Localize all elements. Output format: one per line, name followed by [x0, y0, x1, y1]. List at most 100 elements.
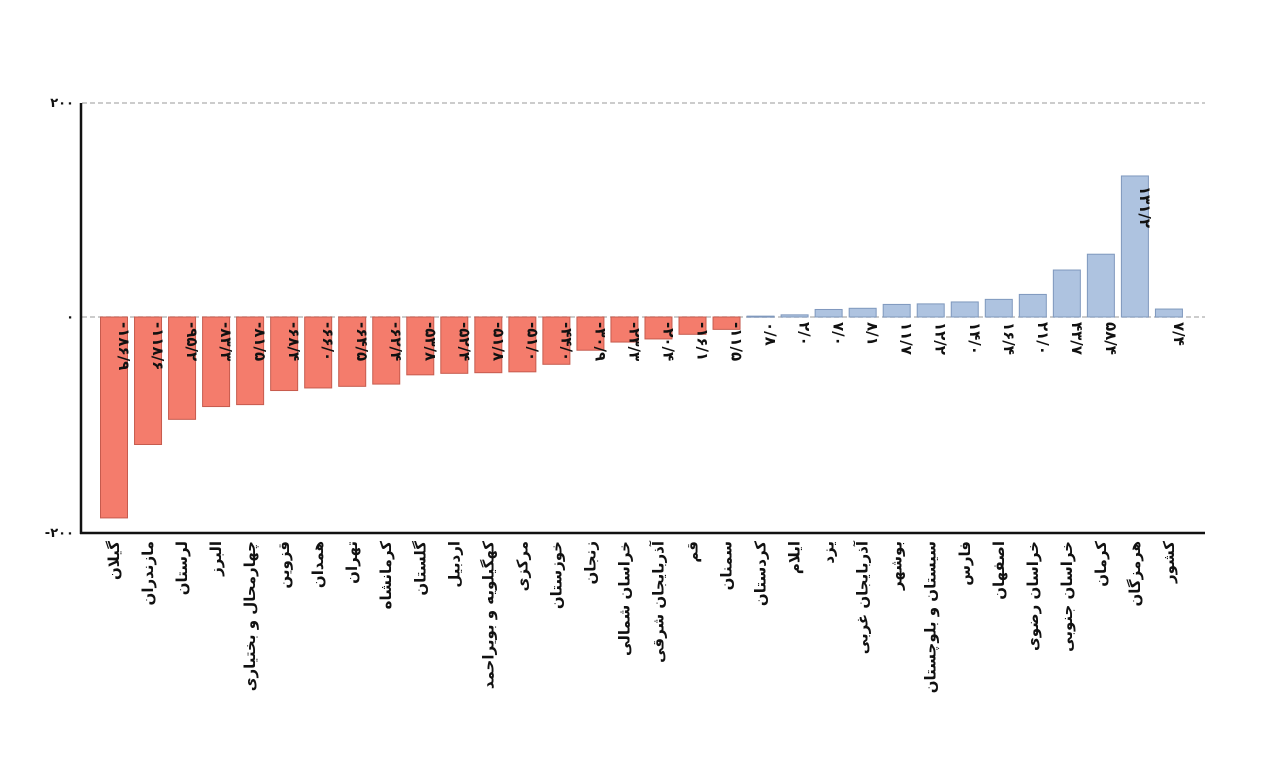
data-label: ۱۶/۴ [1000, 322, 1018, 355]
bar [270, 316, 299, 392]
data-label: ۷/۴ [1170, 322, 1188, 346]
bar [1120, 175, 1149, 318]
bar [814, 308, 843, 318]
data-label: -۸۳/۳ [217, 322, 235, 361]
bar [780, 314, 809, 318]
data-label: -۶۴/۵ [353, 322, 371, 361]
bar [678, 316, 707, 335]
data-label: -۱۱۸/۶ [149, 322, 167, 370]
x-tick-label: فارس [956, 541, 974, 586]
data-label: -۱۱/۵ [728, 322, 746, 361]
data-label: -۶۸/۴ [285, 322, 303, 361]
x-tick-label: مازندران [139, 541, 157, 605]
bar [100, 316, 128, 519]
data-label: ۱۱/۷ [898, 322, 916, 355]
bar [474, 316, 503, 374]
data-label: ۱۲/۲ [932, 322, 950, 355]
data-label: -۱۸۶/۹ [115, 322, 133, 370]
x-tick-label: کهگیلویه و بویراحمد [479, 541, 497, 689]
data-label: ۷/۰ [830, 322, 848, 346]
data-label: -۴۴/۰ [557, 322, 575, 361]
data-label: -۵۳/۸ [421, 322, 439, 361]
bar [406, 316, 435, 376]
bar [848, 307, 877, 318]
y-tick-label: -۲۰۰ [45, 526, 74, 541]
x-tick-label: تهران [343, 541, 361, 584]
x-tick-label: لرستان [173, 541, 191, 595]
x-tick-label: یزد [820, 541, 838, 564]
x-tick-label: آذربایجان شرقی [649, 540, 667, 663]
bar [1018, 293, 1047, 318]
x-tick-label: گلستان [411, 541, 429, 596]
x-tick-label: هرمزگان [1126, 541, 1144, 607]
x-tick-label: ایلام [786, 541, 804, 574]
x-tick-label: آذربایجان غربی [854, 540, 872, 654]
bar [168, 316, 197, 420]
bar [1052, 269, 1081, 318]
data-label: -۲۳/۳ [625, 322, 643, 361]
x-tick-label: چهارمحال و بختیاری [241, 541, 260, 691]
bar [202, 316, 231, 408]
data-label: ۴۳/۷ [1068, 322, 1086, 355]
data-label: -۲۰/۴ [659, 322, 677, 361]
y-tick-label: ۲۰۰ [50, 96, 74, 111]
x-tick-label: خوزستان [547, 541, 565, 609]
bar [304, 316, 333, 389]
bar [440, 316, 469, 374]
data-label: -۹۵/۲ [183, 322, 201, 361]
y-tick-label: ۰ [66, 310, 74, 325]
x-tick-label: مرکزی [513, 541, 531, 591]
x-tick-label: زنجان [581, 541, 599, 585]
data-label: -۸۱/۵ [251, 322, 269, 361]
data-label: ۵۸/۴ [1102, 322, 1120, 355]
bar [610, 316, 639, 343]
bar [746, 315, 775, 318]
x-tick-label: اردبیل [445, 541, 463, 588]
x-tick-label: سیستان و بلوچستان [922, 541, 941, 693]
data-label: -۳۰/۹ [591, 322, 609, 361]
bar [1154, 308, 1183, 318]
x-tick-label: بوشهر [888, 541, 906, 591]
bar [984, 298, 1013, 318]
x-tick-label: کرمانشاه [377, 541, 395, 610]
data-label: ۱۴/۰ [966, 322, 984, 355]
data-label: ۸/۱ [864, 322, 882, 346]
data-label: ۲۱/۰ [1034, 322, 1052, 355]
bar [576, 316, 605, 351]
bar [916, 303, 945, 318]
bar [236, 316, 265, 406]
bar [508, 316, 537, 373]
data-label: ۰/۸ [762, 322, 780, 346]
data-label: ۲/۰ [796, 322, 814, 346]
x-tick-label: کشور [1160, 541, 1178, 584]
bar [542, 316, 571, 365]
bar [134, 316, 163, 445]
x-tick-label: سمنان [718, 541, 736, 590]
bar [882, 303, 911, 318]
x-tick-label: قزوین [275, 541, 293, 589]
bar [1086, 253, 1115, 318]
x-tick-label: خراسان رضوی [1024, 541, 1042, 651]
data-label: -۵۱/۰ [523, 322, 541, 361]
x-tick-label: کردستان [752, 541, 770, 606]
x-tick-label: خراسان جنوبی [1058, 541, 1076, 652]
bar [712, 316, 741, 330]
x-tick-label: همدان [309, 541, 327, 588]
data-label: -۱۶/۱ [694, 322, 712, 361]
data-label: -۵۲/۴ [455, 322, 473, 361]
x-tick-label: کرمان [1092, 541, 1110, 587]
bar [372, 316, 401, 385]
x-tick-label: گیلان [105, 541, 123, 580]
data-label: -۶۲/۴ [387, 322, 405, 361]
bar [644, 316, 673, 340]
data-label: ۱۳۱/۲ [1136, 186, 1154, 228]
bar [950, 301, 979, 318]
data-label: -۶۶/۰ [319, 322, 337, 361]
bar [338, 316, 367, 387]
data-label: -۵۱/۸ [489, 322, 507, 361]
x-tick-label: البرز [207, 541, 225, 577]
x-tick-label: اصفهان [990, 541, 1008, 600]
x-tick-label: قم [684, 541, 702, 563]
x-tick-label: خراسان شمالی [615, 541, 633, 656]
